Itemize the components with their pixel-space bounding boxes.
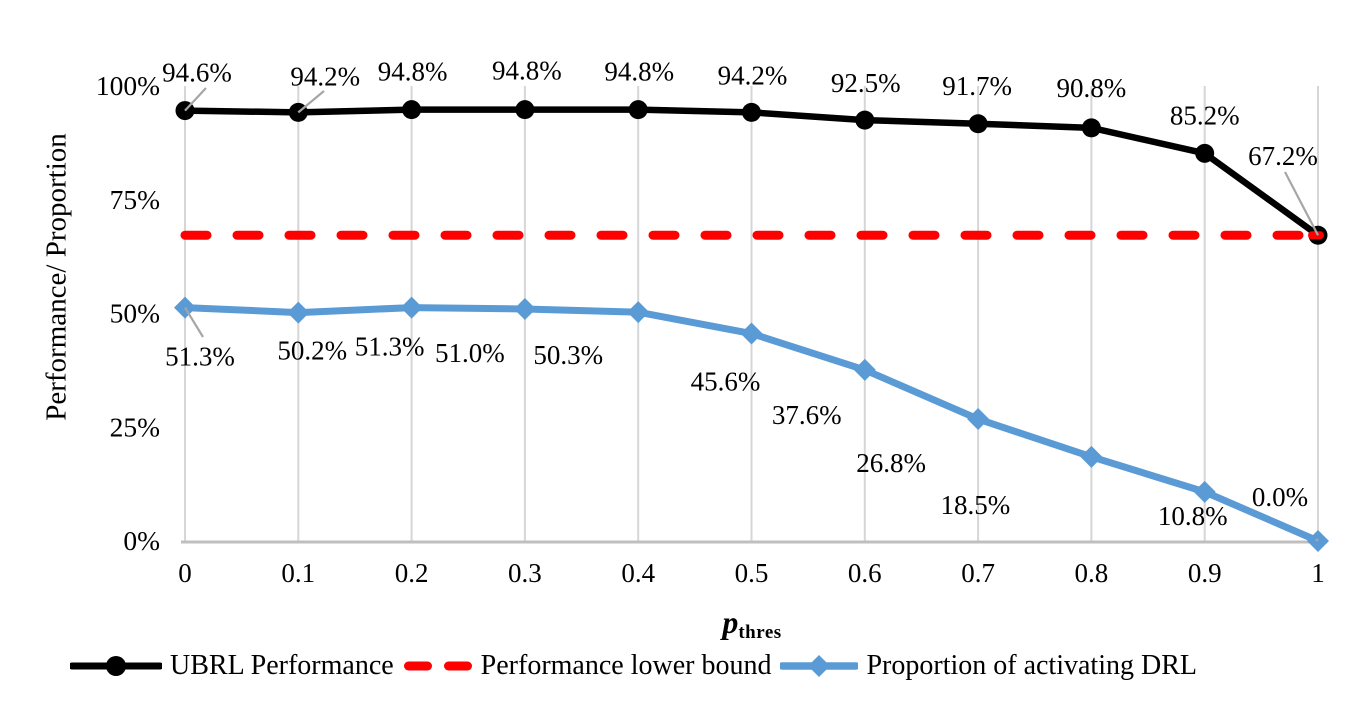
legend-label-performance-lower-bound: Performance lower bound — [480, 650, 772, 681]
x-axis-title: pthres — [722, 604, 781, 644]
proportion-data-label: 51.3% — [355, 332, 425, 362]
x-axis-title-symbol: p — [722, 604, 739, 640]
x-tick-label: 0.3 — [508, 558, 542, 588]
y-axis-title: Performance/ Proportion — [40, 133, 73, 421]
x-tick-label: 0.2 — [395, 558, 429, 588]
legend-dashed-line-icon — [403, 654, 473, 678]
proportion-data-label: 51.0% — [435, 338, 505, 368]
legend-item-proportion-drl: Proportion of activating DRL — [778, 650, 1197, 682]
ubrl-data-label: 94.2% — [718, 60, 788, 90]
ubrl-data-label: 94.6% — [162, 58, 232, 88]
ubrl-performance-marker — [742, 102, 761, 122]
ubrl-data-label: 90.8% — [1057, 73, 1127, 103]
proportion-drl-marker — [1193, 480, 1216, 503]
y-tick-label: 50% — [110, 298, 160, 329]
proportion-drl-marker — [853, 358, 876, 381]
ubrl-performance-marker — [855, 110, 875, 130]
y-tick-label: 25% — [110, 411, 160, 442]
legend-item-performance-lower-bound: Performance lower bound — [403, 650, 772, 682]
proportion-data-label: 10.8% — [1158, 501, 1228, 531]
legend: UBRL Performance Performance lower bound… — [68, 650, 1197, 682]
proportion-data-label: 0.0% — [1252, 482, 1308, 512]
legend-line-circle-icon — [68, 654, 164, 678]
ubrl-data-label: 92.5% — [831, 68, 901, 98]
legend-label-ubrl-performance: UBRL Performance — [170, 650, 394, 681]
data-label-leader-line — [184, 87, 207, 112]
ubrl-data-label: 85.2% — [1170, 100, 1240, 130]
x-tick-label: 0 — [178, 558, 192, 588]
proportion-drl-marker — [287, 301, 310, 324]
ubrl-performance-marker — [1195, 143, 1215, 163]
x-tick-label: 0.9 — [1188, 558, 1222, 588]
proportion-drl-marker — [740, 322, 763, 345]
proportion-drl-marker — [400, 296, 423, 319]
data-label-leader-line — [297, 90, 325, 114]
proportion-data-label: 50.3% — [533, 340, 603, 370]
data-label-leader-line — [184, 307, 204, 338]
ubrl-performance-marker — [968, 114, 988, 134]
proportion-data-label: 37.6% — [772, 400, 842, 430]
ubrl-performance-marker — [1081, 118, 1101, 138]
data-label-leader-line — [1315, 538, 1319, 542]
ubrl-performance-marker — [402, 100, 422, 120]
ubrl-data-label: 94.8% — [492, 56, 562, 86]
proportion-data-label: 50.2% — [277, 336, 347, 366]
data-label-leader-line — [1284, 171, 1319, 236]
proportion-drl-marker — [627, 301, 650, 324]
x-axis-title-subscript: thres — [738, 622, 782, 643]
y-tick-label: 75% — [110, 184, 160, 215]
legend-line-diamond-icon — [778, 653, 861, 679]
ubrl-data-label: 94.8% — [378, 57, 448, 87]
proportion-data-label: 18.5% — [941, 490, 1011, 520]
x-tick-label: 0.1 — [281, 558, 315, 588]
ubrl-performance-marker — [628, 100, 648, 120]
proportion-data-label: 26.8% — [856, 448, 926, 478]
x-tick-label: 0.7 — [961, 558, 995, 588]
ubrl-data-label: 94.2% — [290, 61, 360, 91]
legend-item-ubrl-performance: UBRL Performance — [68, 650, 394, 682]
x-tick-label: 1 — [1311, 558, 1325, 588]
ubrl-performance-marker — [515, 100, 535, 120]
ubrl-data-label: 91.7% — [942, 71, 1012, 101]
proportion-drl-marker — [1080, 445, 1103, 468]
ubrl-data-label: 67.2% — [1248, 141, 1318, 171]
proportion-drl-marker — [513, 297, 536, 320]
ubrl-data-label: 94.8% — [604, 57, 674, 87]
proportion-data-label: 51.3% — [165, 342, 235, 372]
x-tick-label: 0.6 — [848, 558, 882, 588]
x-tick-label: 0.4 — [621, 558, 655, 588]
proportion-drl-marker — [967, 408, 990, 431]
legend-label-proportion-drl: Proportion of activating DRL — [866, 650, 1197, 681]
proportion-data-label: 45.6% — [691, 367, 761, 397]
x-tick-label: 0.5 — [735, 558, 769, 588]
y-tick-label: 0% — [123, 525, 160, 556]
x-tick-label: 0.8 — [1075, 558, 1109, 588]
y-tick-label: 100% — [96, 70, 160, 101]
